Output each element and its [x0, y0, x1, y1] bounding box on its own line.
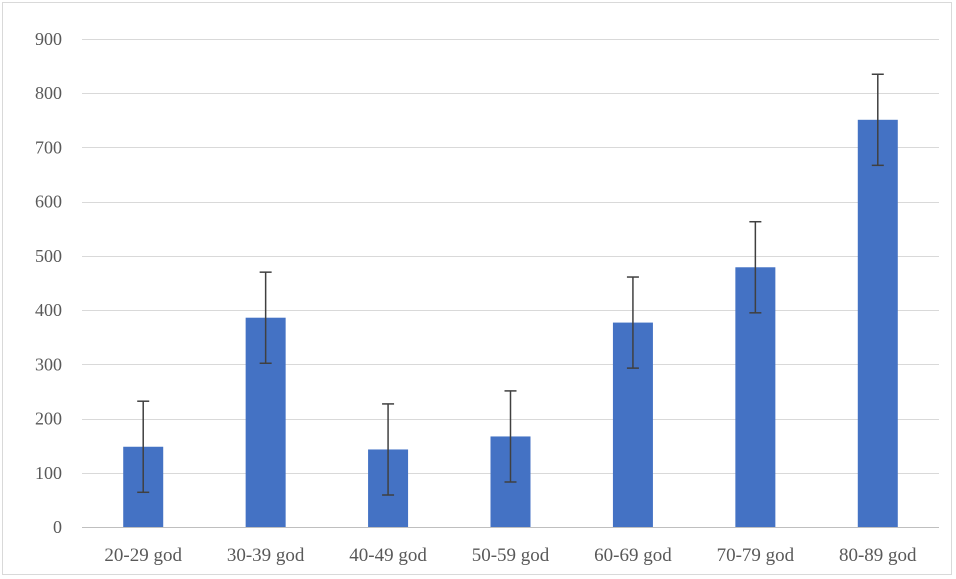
x-tick-label: 50-59 god	[472, 545, 550, 566]
x-tick-label: 40-49 god	[349, 545, 427, 566]
error-bars	[137, 73, 884, 496]
error-bar	[259, 271, 272, 364]
y-axis-ticks: 0 100 200 300 400 500 600 700 800 900	[35, 29, 62, 537]
error-bar	[137, 400, 150, 494]
error-bar	[871, 73, 884, 167]
error-bar	[626, 276, 639, 369]
y-tick-label: 600	[35, 192, 62, 212]
y-tick-label: 300	[35, 354, 62, 374]
y-tick-label: 200	[35, 409, 62, 429]
y-tick-label: 800	[35, 83, 62, 103]
error-bar	[382, 403, 395, 496]
y-tick-label: 0	[53, 517, 62, 537]
x-tick-label: 30-39 god	[227, 545, 305, 566]
y-tick-label: 500	[35, 246, 62, 266]
x-tick-label: 20-29 god	[104, 545, 182, 566]
x-axis-ticks: 20-29 god 30-39 god 40-49 god 50-59 god 60-6…	[104, 545, 917, 566]
y-tick-label: 700	[35, 137, 62, 157]
gridlines	[82, 39, 939, 528]
y-tick-label: 400	[35, 300, 62, 320]
x-tick-label: 60-69 god	[594, 545, 672, 566]
x-tick-label: 70-79 god	[717, 545, 795, 566]
error-bar	[749, 220, 762, 314]
y-tick-label: 900	[35, 29, 62, 49]
error-bar	[504, 390, 517, 483]
bar	[857, 119, 898, 528]
x-tick-label: 80-89 god	[839, 545, 917, 566]
y-tick-label: 100	[35, 463, 62, 483]
